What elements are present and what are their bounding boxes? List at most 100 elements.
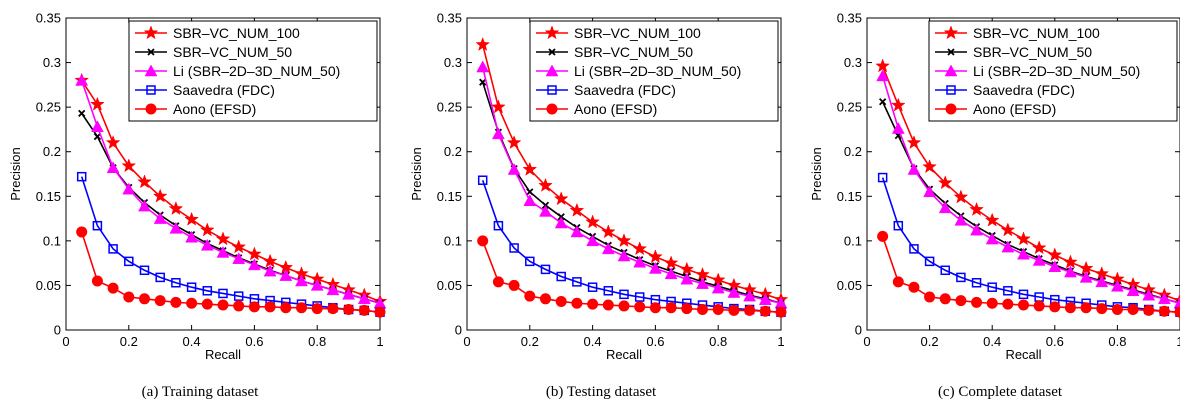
data-point: [1018, 299, 1029, 311]
x-tick-label: 0.2: [921, 334, 939, 349]
data-point: [955, 295, 967, 307]
y-tick-label: 0.35: [437, 11, 462, 26]
data-point: [1032, 253, 1046, 266]
x-tick-label: 0.8: [709, 334, 727, 349]
data-point: [696, 277, 709, 289]
data-point: [697, 303, 708, 315]
data-point: [876, 69, 890, 82]
data-point: [1064, 265, 1077, 278]
y-tick-label: 0.3: [43, 55, 61, 70]
data-point: [137, 174, 152, 189]
data-point: [155, 272, 165, 283]
y-axis-label: Precision: [809, 147, 824, 200]
chart-panel-1: 0 0.2 0.4 0.6 0.8 1 0 0.05 0.1 0.15 0.2 0.25 0.3 0.35…: [8, 11, 388, 400]
data-point: [971, 278, 982, 288]
data-point: [649, 302, 661, 314]
x-tick-label: 0.6: [646, 334, 664, 349]
data-point: [76, 226, 88, 238]
data-point: [587, 282, 598, 292]
x-tick-label: 0: [463, 334, 470, 349]
data-point: [263, 264, 277, 277]
data-point: [525, 256, 535, 267]
data-point: [184, 211, 199, 226]
y-tick-label: 0.1: [844, 233, 862, 248]
data-point: [199, 222, 215, 237]
data-point: [296, 302, 307, 314]
legend-entry: SBR–VC_NUM_50: [574, 44, 693, 60]
data-point: [924, 256, 935, 267]
legend: SBR–VC_NUM_100 SBR–VC_NUM_50 Li (SBR–2D–3D…: [928, 20, 1178, 122]
panel-caption: (b) Testing dataset: [546, 384, 657, 400]
legend-marker: [144, 64, 158, 77]
data-point: [231, 239, 247, 254]
legend-marker: [546, 103, 558, 115]
data-point: [121, 158, 137, 173]
x-tick-label: 0: [863, 334, 870, 349]
data-point: [569, 202, 585, 217]
y-tick-label: 0: [855, 323, 862, 338]
data-point: [681, 303, 693, 315]
data-point: [648, 261, 662, 274]
legend-box: [529, 20, 779, 122]
data-point: [78, 109, 86, 118]
data-point: [892, 276, 904, 288]
data-point: [877, 230, 889, 242]
series-5: [477, 235, 787, 318]
data-point: [1003, 286, 1013, 296]
chart-panel-3: 0 0.2 0.4 0.6 0.8 1 0 0.05 0.1 0.15 0.2 0.25 0.3 0.35…: [809, 11, 1180, 400]
data-point: [601, 242, 615, 255]
y-tick-label: 0.1: [444, 233, 462, 248]
data-point: [475, 37, 491, 51]
data-point: [264, 301, 276, 313]
legend-marker: [545, 64, 559, 77]
data-point: [539, 204, 552, 217]
x-tick-label: 0.2: [521, 334, 539, 349]
y-tick-label: 0.35: [36, 11, 61, 26]
data-point: [1031, 240, 1047, 255]
data-point: [493, 220, 504, 231]
legend: SBR–VC_NUM_100 SBR–VC_NUM_50 Li (SBR–2D–3D…: [128, 20, 378, 122]
legend-entry: SBR–VC_NUM_50: [973, 44, 1092, 60]
y-tick-label: 0: [455, 323, 462, 338]
data-point: [1095, 275, 1109, 288]
data-point: [540, 264, 551, 275]
legend-marker: [544, 25, 560, 40]
data-point: [170, 296, 182, 308]
data-point: [1017, 247, 1030, 260]
data-point: [572, 277, 582, 287]
legend-marker: [547, 85, 557, 95]
legend-entry: SBR–VC_NUM_100: [973, 25, 1100, 41]
data-point: [1158, 305, 1170, 317]
data-point: [522, 161, 538, 176]
data-point: [970, 223, 983, 236]
data-point: [586, 234, 600, 247]
data-point: [342, 287, 356, 300]
data-point: [603, 286, 614, 296]
y-tick-label: 0.25: [36, 100, 61, 115]
data-point: [711, 281, 725, 294]
x-tick-label: 0: [62, 334, 69, 349]
data-point: [233, 291, 244, 301]
data-point: [492, 276, 504, 288]
x-tick-label: 1: [777, 334, 784, 349]
data-point: [138, 199, 151, 212]
data-point: [1048, 260, 1062, 272]
x-axis-label: Recall: [1005, 347, 1041, 362]
data-point: [215, 231, 231, 246]
data-point: [93, 132, 102, 141]
data-point: [262, 253, 278, 268]
data-point: [648, 249, 663, 264]
data-point: [477, 235, 489, 247]
data-point: [556, 271, 566, 282]
data-point: [908, 281, 920, 293]
data-point: [526, 188, 534, 196]
data-point: [1174, 306, 1180, 318]
data-point: [311, 303, 323, 315]
data-point: [509, 243, 519, 253]
y-axis-label: Precision: [409, 147, 424, 200]
data-point: [759, 305, 771, 317]
data-point: [616, 233, 632, 248]
legend-entry: SBR–VC_NUM_100: [173, 25, 300, 41]
legend-entry: Saavedra (FDC): [973, 82, 1075, 98]
data-point: [218, 288, 228, 299]
